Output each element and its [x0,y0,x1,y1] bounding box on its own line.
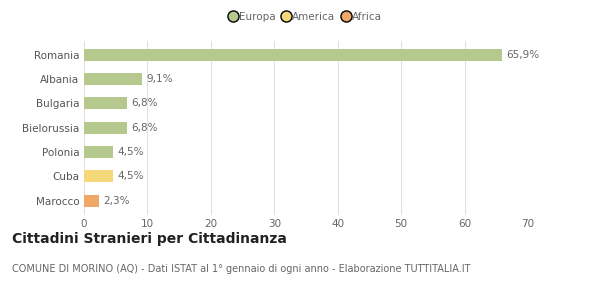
Bar [84,146,113,158]
Text: 65,9%: 65,9% [506,50,539,59]
Text: COMUNE DI MORINO (AQ) - Dati ISTAT al 1° gennaio di ogni anno - Elaborazione TUT: COMUNE DI MORINO (AQ) - Dati ISTAT al 1°… [12,264,470,274]
Bar [84,195,98,207]
Bar [84,48,502,61]
Text: 4,5%: 4,5% [117,171,143,181]
Bar [84,122,127,134]
Bar [84,97,127,109]
Text: 6,8%: 6,8% [131,98,158,108]
Text: 6,8%: 6,8% [131,123,158,133]
Text: 4,5%: 4,5% [117,147,143,157]
Text: 9,1%: 9,1% [146,74,173,84]
Bar [84,73,142,85]
Text: 2,3%: 2,3% [103,196,130,206]
Legend: Europa, America, Africa: Europa, America, Africa [226,8,386,26]
Text: Cittadini Stranieri per Cittadinanza: Cittadini Stranieri per Cittadinanza [12,232,287,246]
Bar [84,170,113,182]
